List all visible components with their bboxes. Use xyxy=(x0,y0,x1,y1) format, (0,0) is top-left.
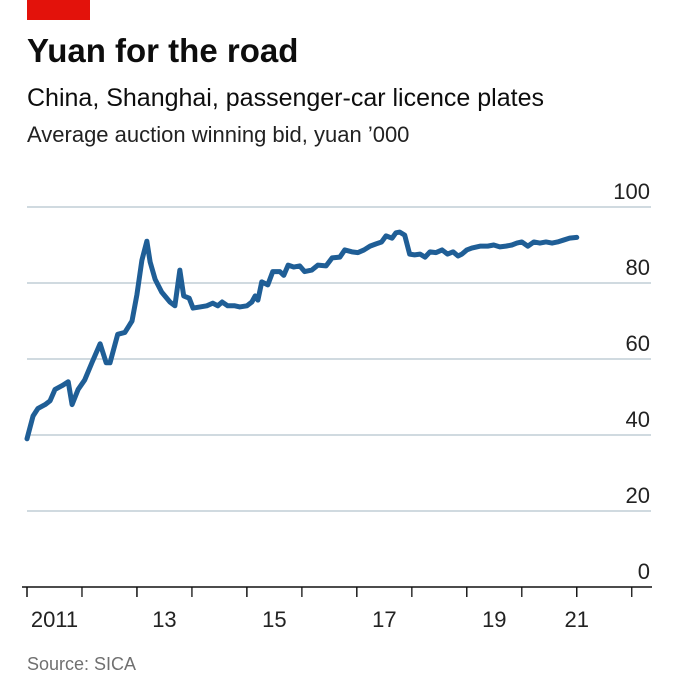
x-tick-label: 15 xyxy=(262,607,286,632)
chart-subtitle: China, Shanghai, passenger-car licence p… xyxy=(27,84,544,112)
x-tick-label: 21 xyxy=(565,607,589,632)
y-axis-label: Average auction winning bid, yuan ’000 xyxy=(27,122,409,147)
data-line xyxy=(24,229,580,442)
x-tick-label: 13 xyxy=(152,607,176,632)
y-tick-label: 0 xyxy=(638,559,650,584)
y-tick-label: 20 xyxy=(626,483,650,508)
x-tick-label: 19 xyxy=(482,607,506,632)
y-tick-label: 100 xyxy=(613,179,650,204)
source: Source: SICA xyxy=(27,654,136,674)
y-tick-label: 40 xyxy=(626,407,650,432)
x-tick-label: 17 xyxy=(372,607,396,632)
y-tick-label: 80 xyxy=(626,255,650,280)
brand-bar xyxy=(27,0,90,20)
y-tick-label: 60 xyxy=(626,331,650,356)
chart-title: Yuan for the road xyxy=(27,32,298,69)
x-tick-label: 2011 xyxy=(31,607,78,632)
